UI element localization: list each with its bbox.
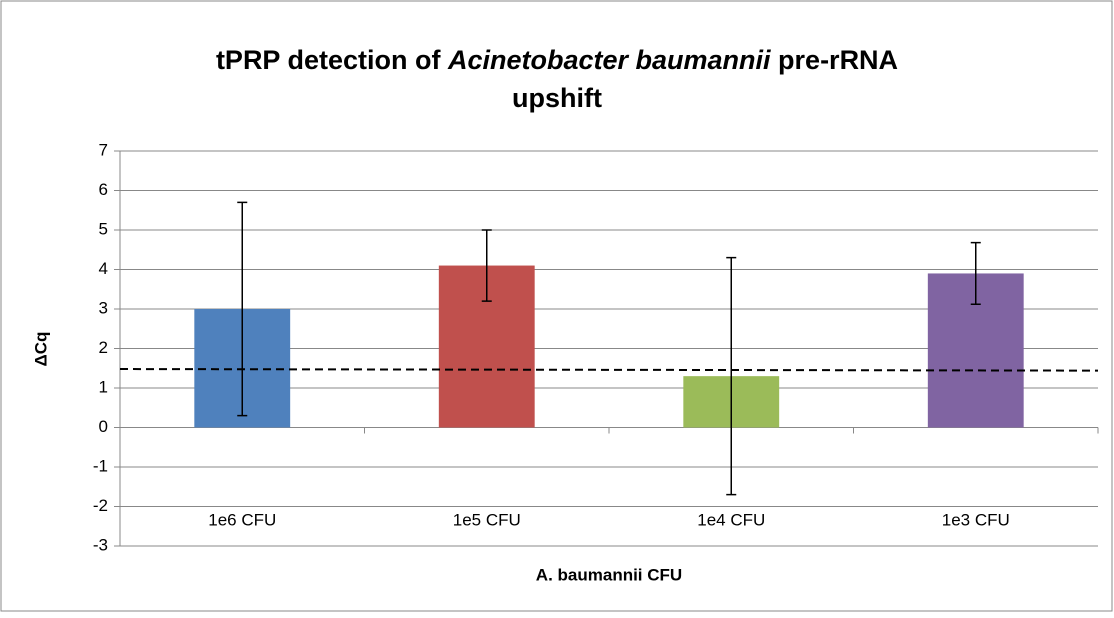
y-tick-label: -3 [93, 535, 108, 554]
y-tick-label: 4 [99, 259, 108, 278]
error-bar [726, 256, 737, 496]
title-part: pre-rRNA [771, 45, 899, 75]
x-tick-label: 1e6 CFU [208, 510, 276, 529]
title-part: tPRP detection of [216, 45, 448, 75]
chart-title: upshift [512, 83, 602, 113]
y-tick-label: 7 [99, 140, 108, 159]
error-bar [237, 201, 248, 417]
x-tick-label: 1e5 CFU [453, 510, 521, 529]
y-tick-label: 2 [99, 338, 108, 357]
x-tick-label: 1e3 CFU [942, 510, 1010, 529]
chart-title: tPRP detection of Acinetobacter baumanni… [216, 45, 898, 75]
y-tick-label: -1 [93, 456, 108, 475]
y-tick-label: 0 [99, 417, 108, 436]
y-axis-label: ΔCq [31, 332, 50, 367]
y-tick-label: 1 [99, 377, 108, 396]
y-tick-label: 5 [99, 219, 108, 238]
threshold-line [119, 368, 1099, 372]
x-tick-label: 1e4 CFU [697, 510, 765, 529]
x-axis-label: A. baumannii CFU [536, 565, 682, 584]
error-bar [970, 241, 981, 306]
y-tick-label: -2 [93, 496, 108, 515]
y-tick-label: 3 [99, 298, 108, 317]
error-bar [481, 229, 492, 302]
y-tick-label: 6 [99, 180, 108, 199]
title-part: Acinetobacter baumannii [447, 45, 771, 75]
